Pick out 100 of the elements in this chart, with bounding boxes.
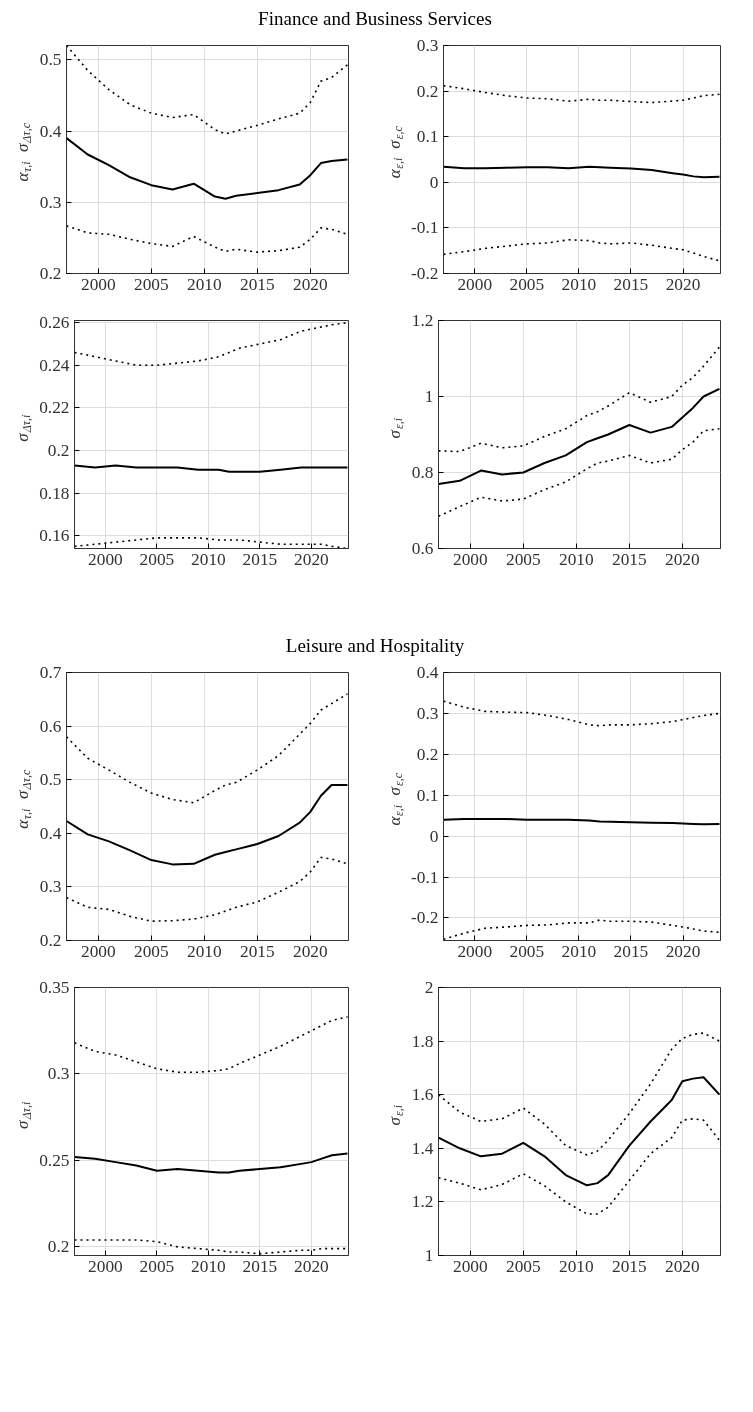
chart-title: Leisure and Hospitality bbox=[285, 634, 465, 659]
y-tick-label: 0.1 bbox=[416, 786, 439, 806]
y-tick-label: 0.24 bbox=[39, 355, 70, 375]
y-tick-label: 1 bbox=[424, 387, 434, 407]
y-tick-label: 0.4 bbox=[416, 663, 439, 683]
x-tick-label: 2020 bbox=[293, 274, 328, 294]
y-tick-label: 1 bbox=[424, 1246, 434, 1266]
y-axis-title: σε,i bbox=[385, 418, 406, 439]
y-tick-label: 0.2 bbox=[47, 1237, 70, 1257]
x-tick-label: 2010 bbox=[561, 941, 597, 961]
y-tick-label: 0.4 bbox=[39, 824, 62, 844]
x-tick-label: 2020 bbox=[293, 941, 328, 961]
x-tick-label: 2010 bbox=[191, 549, 226, 569]
x-tick-label: 2010 bbox=[191, 1256, 226, 1276]
line-series bbox=[438, 428, 721, 518]
y-axis-title: ατ,iσΔτ,c bbox=[13, 122, 34, 182]
line-series bbox=[66, 45, 349, 135]
y-tick-label: 0.2 bbox=[39, 264, 62, 284]
y-tick-label: 0.2 bbox=[416, 745, 439, 765]
x-tick-label: 2015 bbox=[240, 941, 275, 961]
y-tick-label: 1.2 bbox=[411, 311, 434, 331]
x-tick-label: 2015 bbox=[242, 1256, 278, 1276]
y-tick-label: 0.3 bbox=[39, 877, 62, 897]
x-tick-label: 2020 bbox=[665, 274, 701, 294]
y-tick-label: 0.6 bbox=[39, 716, 62, 736]
line-series bbox=[66, 137, 349, 200]
line-series bbox=[438, 1076, 721, 1187]
x-tick-label: 2000 bbox=[457, 941, 493, 961]
x-tick-label: 2005 bbox=[133, 274, 169, 294]
y-tick-label: 1.6 bbox=[411, 1085, 434, 1105]
y-tick-label: 0.18 bbox=[39, 483, 70, 503]
line-series bbox=[443, 165, 721, 179]
y-tick-label: 0.35 bbox=[39, 978, 70, 998]
x-tick-label: 2020 bbox=[294, 549, 329, 569]
y-tick-label: 0.25 bbox=[39, 1151, 70, 1171]
x-tick-label: 2005 bbox=[509, 274, 545, 294]
x-tick-label: 2020 bbox=[665, 1256, 700, 1276]
line-series bbox=[66, 856, 349, 923]
y-tick-label: 1.4 bbox=[411, 1139, 434, 1159]
x-tick-label: 2000 bbox=[88, 1256, 123, 1276]
y-axis-title: σΔτ,i bbox=[13, 414, 34, 442]
y-axis-title: ατ,iσΔτ,c bbox=[13, 769, 34, 830]
x-tick-label: 2005 bbox=[505, 549, 541, 569]
x-tick-label: 2015 bbox=[613, 274, 649, 294]
x-tick-label: 2015 bbox=[612, 1256, 647, 1276]
x-tick-label: 2005 bbox=[139, 1256, 175, 1276]
y-tick-label: 2 bbox=[424, 978, 434, 998]
line-series bbox=[443, 700, 721, 727]
line-series bbox=[66, 693, 349, 804]
y-tick-label: 0.7 bbox=[39, 663, 62, 683]
y-tick-label: 0.2 bbox=[39, 931, 62, 951]
y-tick-label: 0.2 bbox=[416, 81, 439, 101]
x-tick-label: 2010 bbox=[561, 274, 597, 294]
x-tick-label: 2000 bbox=[80, 941, 116, 961]
y-axis-title: σΔτ,i bbox=[13, 1101, 34, 1130]
line-series bbox=[74, 321, 349, 367]
y-tick-label: 0 bbox=[429, 826, 439, 846]
y-tick-label: 0.5 bbox=[39, 770, 62, 790]
x-tick-label: 2015 bbox=[612, 549, 647, 569]
x-tick-label: 2000 bbox=[80, 274, 116, 294]
x-tick-label: 2010 bbox=[558, 1256, 594, 1276]
y-tick-label: 0.8 bbox=[411, 463, 434, 483]
y-axis-title: σε,i bbox=[385, 1105, 406, 1126]
y-tick-label: -0.1 bbox=[411, 867, 439, 887]
x-tick-label: 2020 bbox=[665, 549, 700, 569]
y-tick-label: 0.5 bbox=[39, 50, 62, 70]
line-series bbox=[438, 346, 721, 453]
x-tick-label: 2020 bbox=[665, 941, 701, 961]
y-tick-label: 0.3 bbox=[47, 1064, 70, 1084]
line-series bbox=[74, 1152, 349, 1174]
x-tick-label: 2005 bbox=[139, 549, 175, 569]
x-tick-label: 2015 bbox=[240, 274, 275, 294]
y-tick-label: 0 bbox=[429, 172, 439, 192]
x-tick-label: 2005 bbox=[133, 941, 169, 961]
x-tick-label: 2000 bbox=[457, 274, 493, 294]
x-tick-label: 2010 bbox=[558, 549, 594, 569]
x-tick-label: 2015 bbox=[242, 549, 278, 569]
line-series bbox=[438, 388, 721, 486]
chart-title: Finance and Business Services bbox=[258, 7, 492, 31]
x-tick-label: 2000 bbox=[452, 549, 488, 569]
x-tick-label: 2015 bbox=[613, 941, 649, 961]
y-axis-title: αε,iσε,c bbox=[385, 125, 406, 179]
x-tick-label: 2010 bbox=[186, 274, 222, 294]
line-series bbox=[438, 1118, 721, 1216]
y-tick-label: 0.22 bbox=[39, 398, 70, 418]
y-tick-label: 0.26 bbox=[39, 313, 70, 333]
x-tick-label: 2020 bbox=[294, 1256, 329, 1276]
y-tick-label: -0.2 bbox=[411, 908, 439, 928]
y-tick-label: 0.6 bbox=[411, 539, 434, 559]
y-tick-label: 0.3 bbox=[39, 192, 62, 212]
y-tick-label: 0.2 bbox=[47, 441, 70, 461]
line-series bbox=[443, 84, 721, 104]
y-tick-label: 1.2 bbox=[411, 1192, 434, 1212]
y-tick-label: 1.8 bbox=[411, 1031, 434, 1051]
y-axis-title: αε,iσε,c bbox=[385, 772, 406, 826]
y-tick-label: 0.3 bbox=[416, 36, 439, 56]
y-tick-label: -0.2 bbox=[411, 264, 439, 284]
y-tick-label: 0.4 bbox=[39, 121, 62, 141]
y-tick-label: 0.16 bbox=[39, 526, 70, 546]
line-series bbox=[66, 784, 349, 866]
